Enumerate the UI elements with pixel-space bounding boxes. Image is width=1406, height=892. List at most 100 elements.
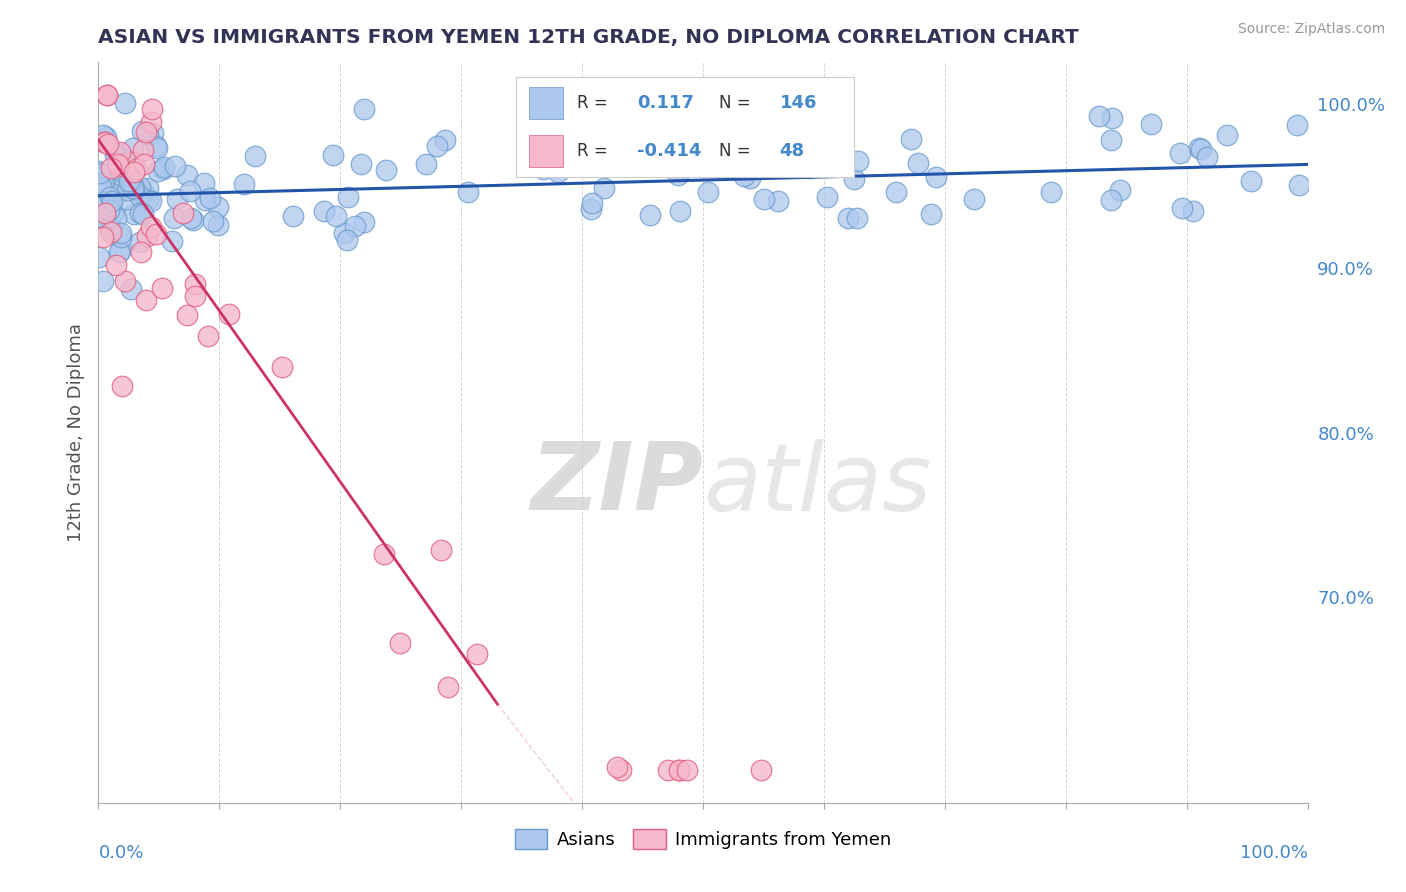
Point <box>132 143 155 157</box>
Point <box>139 194 162 209</box>
Point <box>740 171 762 186</box>
Point <box>737 155 759 169</box>
Point <box>197 329 219 343</box>
Point <box>132 157 155 171</box>
Point <box>669 204 692 219</box>
Point <box>96 129 118 144</box>
Point <box>593 181 616 195</box>
Point <box>815 190 838 204</box>
Point <box>1099 194 1122 208</box>
Point <box>172 206 194 220</box>
Point <box>884 185 907 199</box>
Point <box>118 174 141 188</box>
Point <box>1088 109 1111 123</box>
Point <box>152 162 174 177</box>
Point <box>193 176 215 190</box>
Text: 100.0%: 100.0% <box>1240 844 1308 862</box>
Point <box>766 194 789 208</box>
Point <box>312 203 335 218</box>
Point <box>108 244 131 259</box>
Point <box>114 274 136 288</box>
Point <box>93 206 115 220</box>
Point <box>98 218 121 232</box>
Point <box>98 222 121 236</box>
Point <box>103 185 125 199</box>
Point <box>166 193 188 207</box>
Point <box>218 307 240 321</box>
Point <box>610 763 633 777</box>
Point <box>110 379 132 393</box>
Point <box>128 179 150 194</box>
Point <box>105 258 128 272</box>
Point <box>89 165 111 179</box>
Point <box>96 137 118 152</box>
Point <box>697 185 720 199</box>
Point <box>1195 150 1218 164</box>
Point <box>87 163 110 178</box>
Text: ASIAN VS IMMIGRANTS FROM YEMEN 12TH GRADE, NO DIPLOMA CORRELATION CHART: ASIAN VS IMMIGRANTS FROM YEMEN 12TH GRAD… <box>98 28 1080 47</box>
Point <box>122 165 145 179</box>
Text: 0.0%: 0.0% <box>98 844 143 862</box>
Point <box>96 88 118 103</box>
Point <box>148 163 170 178</box>
Point <box>122 207 145 221</box>
Point <box>184 289 207 303</box>
Point <box>120 160 142 174</box>
Point <box>332 226 354 240</box>
Point <box>322 148 344 162</box>
Point <box>429 542 451 557</box>
Point <box>963 193 986 207</box>
Point <box>97 213 120 227</box>
Point <box>93 229 115 244</box>
Point <box>112 162 135 177</box>
Point <box>93 167 115 181</box>
Point <box>94 194 117 209</box>
Point <box>336 233 359 247</box>
Point <box>107 157 129 171</box>
Text: atlas: atlas <box>703 439 931 530</box>
Point <box>97 203 120 218</box>
Point <box>1109 183 1132 197</box>
Point <box>100 194 122 209</box>
Point <box>437 680 460 694</box>
Point <box>104 145 127 160</box>
Point <box>110 180 132 194</box>
Point <box>91 274 114 288</box>
Point <box>752 193 775 207</box>
Point <box>150 281 173 295</box>
Point <box>281 209 304 223</box>
Point <box>98 190 121 204</box>
Point <box>101 194 124 208</box>
Point <box>1170 202 1192 216</box>
Point <box>531 161 554 176</box>
Point <box>547 165 569 179</box>
Point <box>176 168 198 182</box>
Point <box>1240 174 1263 188</box>
Point <box>104 148 127 162</box>
Point <box>129 235 152 250</box>
Point <box>657 763 679 777</box>
Point <box>606 760 628 774</box>
Point <box>200 191 222 205</box>
Text: ZIP: ZIP <box>530 439 703 531</box>
Point <box>135 293 157 307</box>
Point <box>120 175 142 189</box>
Point <box>120 282 142 296</box>
Point <box>121 155 143 169</box>
Point <box>579 202 602 217</box>
Point <box>1040 185 1063 199</box>
Point <box>100 161 122 175</box>
Point <box>837 211 859 226</box>
Point <box>465 647 488 661</box>
Point <box>153 161 176 175</box>
Point <box>142 126 165 140</box>
Point <box>110 164 132 178</box>
Point <box>920 207 942 221</box>
Point <box>799 161 821 176</box>
Point <box>733 169 755 184</box>
Point <box>1191 142 1213 156</box>
Point <box>207 200 229 214</box>
Point <box>179 184 201 198</box>
Point <box>139 115 162 129</box>
Point <box>907 156 929 170</box>
